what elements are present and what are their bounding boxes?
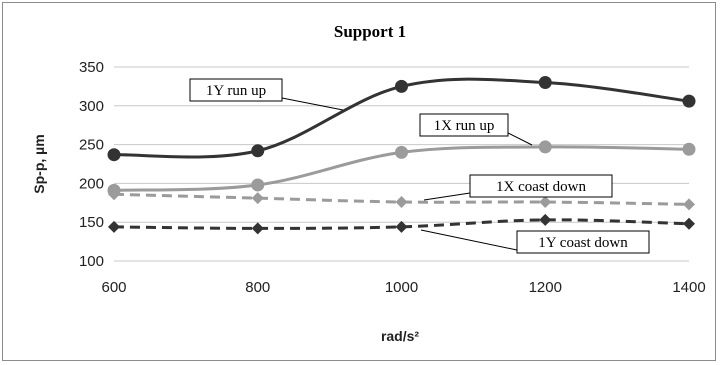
data-point [683,217,695,230]
callout-leader [507,132,533,146]
gridlines [114,66,689,262]
x-axis-label: rad/s² [381,328,419,344]
x-tick-1000: 1000 [385,279,418,296]
y-tick-200: 200 [79,175,104,192]
callout-1x-run-up: 1X run up [419,113,533,146]
data-point [251,178,265,192]
x-tick-labels: 600 800 1000 1200 1400 [101,279,705,296]
data-point [683,198,695,211]
data-point [251,144,265,158]
series-callouts: 1Y run up 1X run up 1X coast down 1Y coast … [189,78,650,254]
callout-box [189,78,283,102]
data-point [108,188,120,201]
data-point [395,220,408,233]
x-tick-800: 800 [245,279,270,296]
series-line [113,218,690,230]
callout-box [516,230,650,254]
y-tick-350: 350 [79,59,104,76]
callout-leader [423,192,471,201]
data-point [682,142,696,156]
x-tick-1400: 1400 [672,279,705,296]
data-point [539,196,552,209]
y-tick-100: 100 [79,253,104,270]
x-tick-600: 600 [101,279,126,296]
callout-1y-coast-down: 1Y coast down [420,229,650,254]
y-tick-300: 300 [79,98,104,115]
callout-label: 1Y coast down [538,235,628,251]
data-point [251,192,264,205]
y-tick-250: 250 [79,137,104,154]
callout-label: 1X run up [434,118,495,134]
series-line [113,192,690,206]
data-point [395,196,408,209]
data-point [395,79,408,93]
y-axis-label: Sp-p, µm [31,134,47,193]
x-tick-1200: 1200 [529,279,562,296]
data-point [107,148,121,162]
data-point [251,222,264,235]
y-tick-labels: 100 150 200 250 300 350 [79,59,104,270]
callout-label: 1X coast down [496,179,586,195]
series-1y-coast-down [108,213,695,235]
data-point [538,76,552,90]
series-group [107,76,696,235]
data-point [539,213,552,226]
data-point [395,145,408,159]
data-point [108,220,120,233]
callout-1x-coast-down: 1X coast down [423,174,613,201]
chart-title: Support 1 [334,22,406,41]
y-tick-150: 150 [79,214,104,231]
data-point [682,94,696,108]
callout-leader [420,229,518,251]
callout-box [469,174,613,198]
series-1x-coast-down [108,188,695,211]
series-1y-run-up [107,76,696,162]
callout-leader [281,97,344,111]
data-point [538,140,552,154]
callout-box [419,113,509,137]
callout-1y-run-up: 1Y run up [189,78,344,111]
callout-label: 1Y run up [206,83,266,99]
